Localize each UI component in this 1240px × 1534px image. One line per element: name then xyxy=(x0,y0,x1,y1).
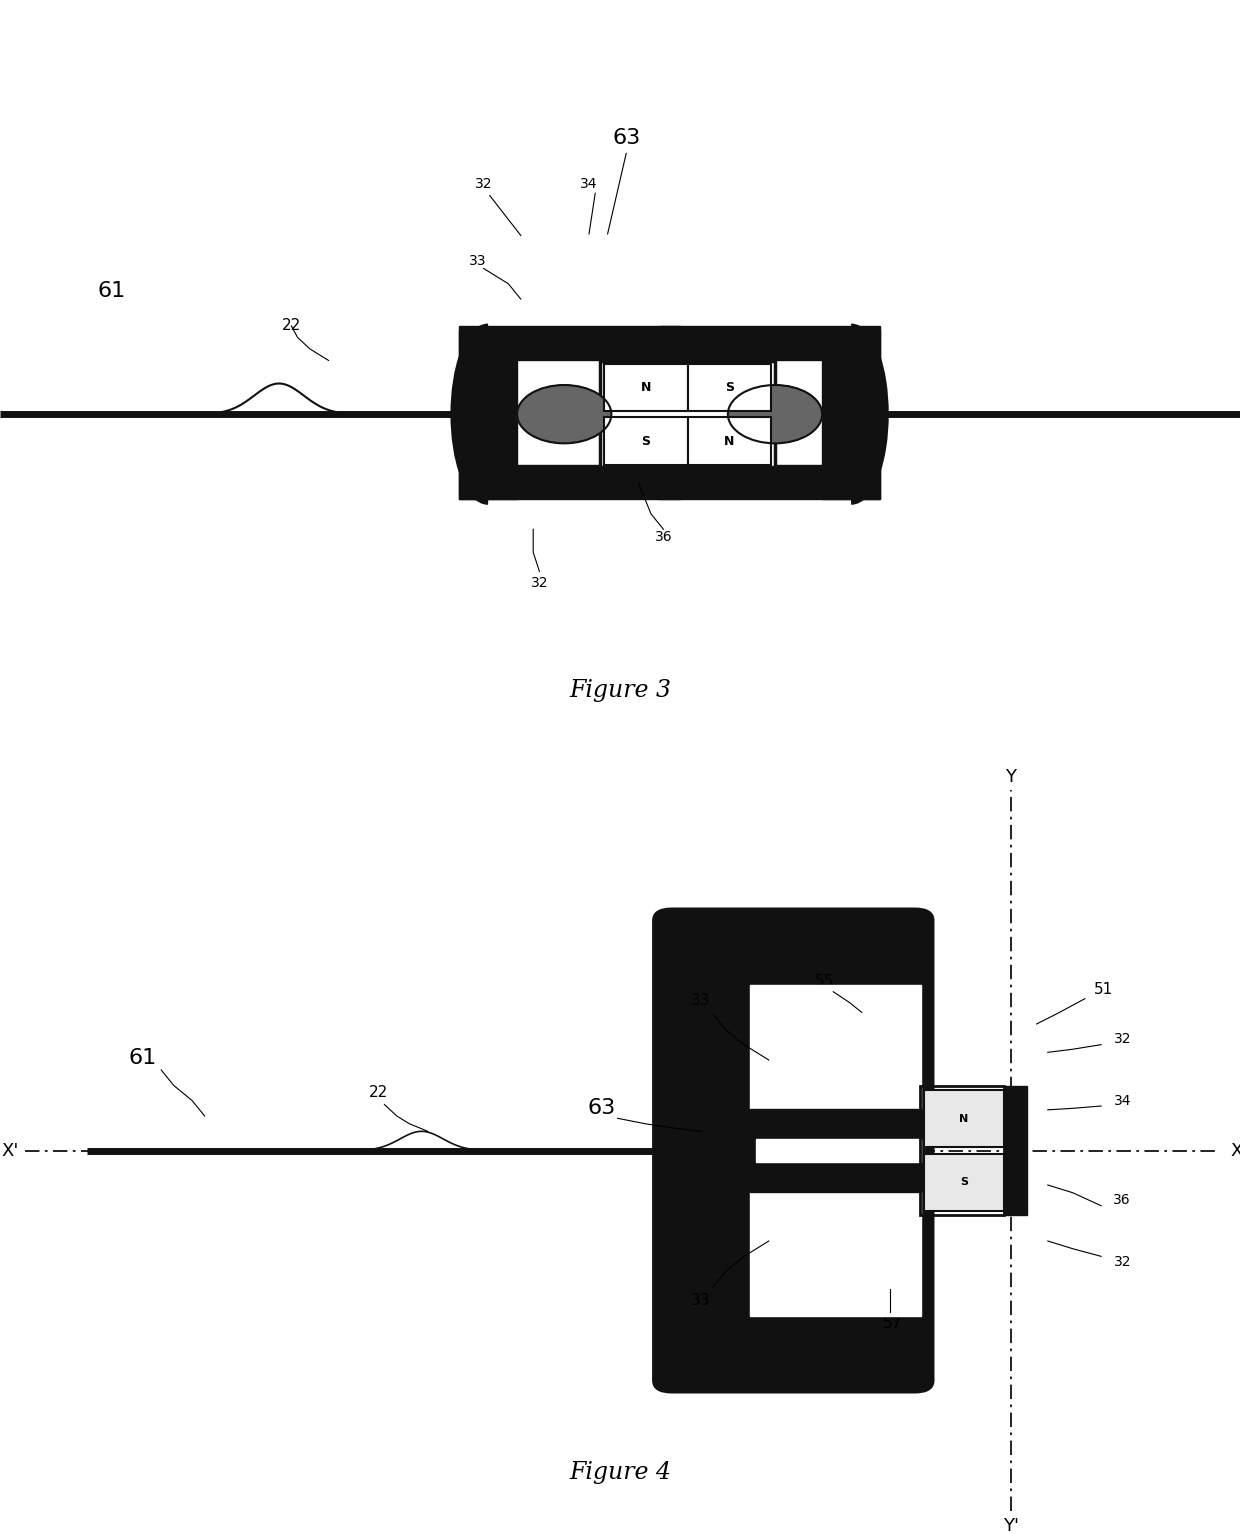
Bar xyxy=(924,1089,1004,1147)
Bar xyxy=(459,327,680,360)
Text: Figure 4: Figure 4 xyxy=(569,1462,671,1483)
Text: 61: 61 xyxy=(129,1048,156,1069)
Bar xyxy=(459,465,680,499)
Bar xyxy=(660,327,880,360)
Text: S: S xyxy=(641,434,650,448)
Text: N: N xyxy=(641,380,651,394)
Bar xyxy=(822,330,880,499)
Bar xyxy=(924,1154,1004,1212)
Text: X': X' xyxy=(1,1141,19,1160)
Text: 63: 63 xyxy=(613,127,640,149)
Text: 32: 32 xyxy=(475,176,492,192)
Text: N: N xyxy=(960,1114,968,1124)
Bar xyxy=(750,1109,920,1192)
Bar xyxy=(687,417,771,465)
Bar xyxy=(604,364,687,411)
Text: 32: 32 xyxy=(531,575,548,591)
Text: 32: 32 xyxy=(1114,1032,1131,1046)
Text: 33: 33 xyxy=(469,253,486,268)
Text: 33: 33 xyxy=(691,994,711,1008)
Bar xyxy=(756,1138,920,1163)
Text: 36: 36 xyxy=(1114,1193,1131,1207)
Text: 34: 34 xyxy=(1114,1094,1131,1108)
Circle shape xyxy=(728,385,822,443)
Text: Y': Y' xyxy=(1003,1517,1018,1534)
Text: 33: 33 xyxy=(691,1293,711,1307)
Text: S: S xyxy=(960,1177,968,1187)
Bar xyxy=(660,465,880,499)
Bar xyxy=(687,364,771,411)
Bar xyxy=(920,1086,1004,1215)
Text: 57: 57 xyxy=(883,1316,903,1330)
Bar xyxy=(750,1192,920,1316)
Circle shape xyxy=(517,385,611,443)
Text: Y: Y xyxy=(1006,769,1016,787)
Text: S: S xyxy=(725,380,734,394)
Text: 55: 55 xyxy=(815,974,835,989)
Text: 63: 63 xyxy=(588,1098,615,1118)
Text: 22: 22 xyxy=(368,1086,388,1100)
Bar xyxy=(750,985,920,1109)
Bar xyxy=(459,330,517,499)
Text: 32: 32 xyxy=(1114,1255,1131,1269)
Bar xyxy=(1004,1086,1027,1215)
Text: 34: 34 xyxy=(580,176,598,192)
Bar xyxy=(604,417,687,465)
Text: N: N xyxy=(724,434,734,448)
Text: Figure 3: Figure 3 xyxy=(569,680,671,701)
Text: 61: 61 xyxy=(98,281,125,302)
Text: 36: 36 xyxy=(655,529,672,545)
Text: X: X xyxy=(1230,1141,1240,1160)
Bar xyxy=(600,362,775,468)
FancyBboxPatch shape xyxy=(653,908,932,1393)
Text: 22: 22 xyxy=(281,319,301,333)
Text: 51: 51 xyxy=(1094,982,1114,997)
